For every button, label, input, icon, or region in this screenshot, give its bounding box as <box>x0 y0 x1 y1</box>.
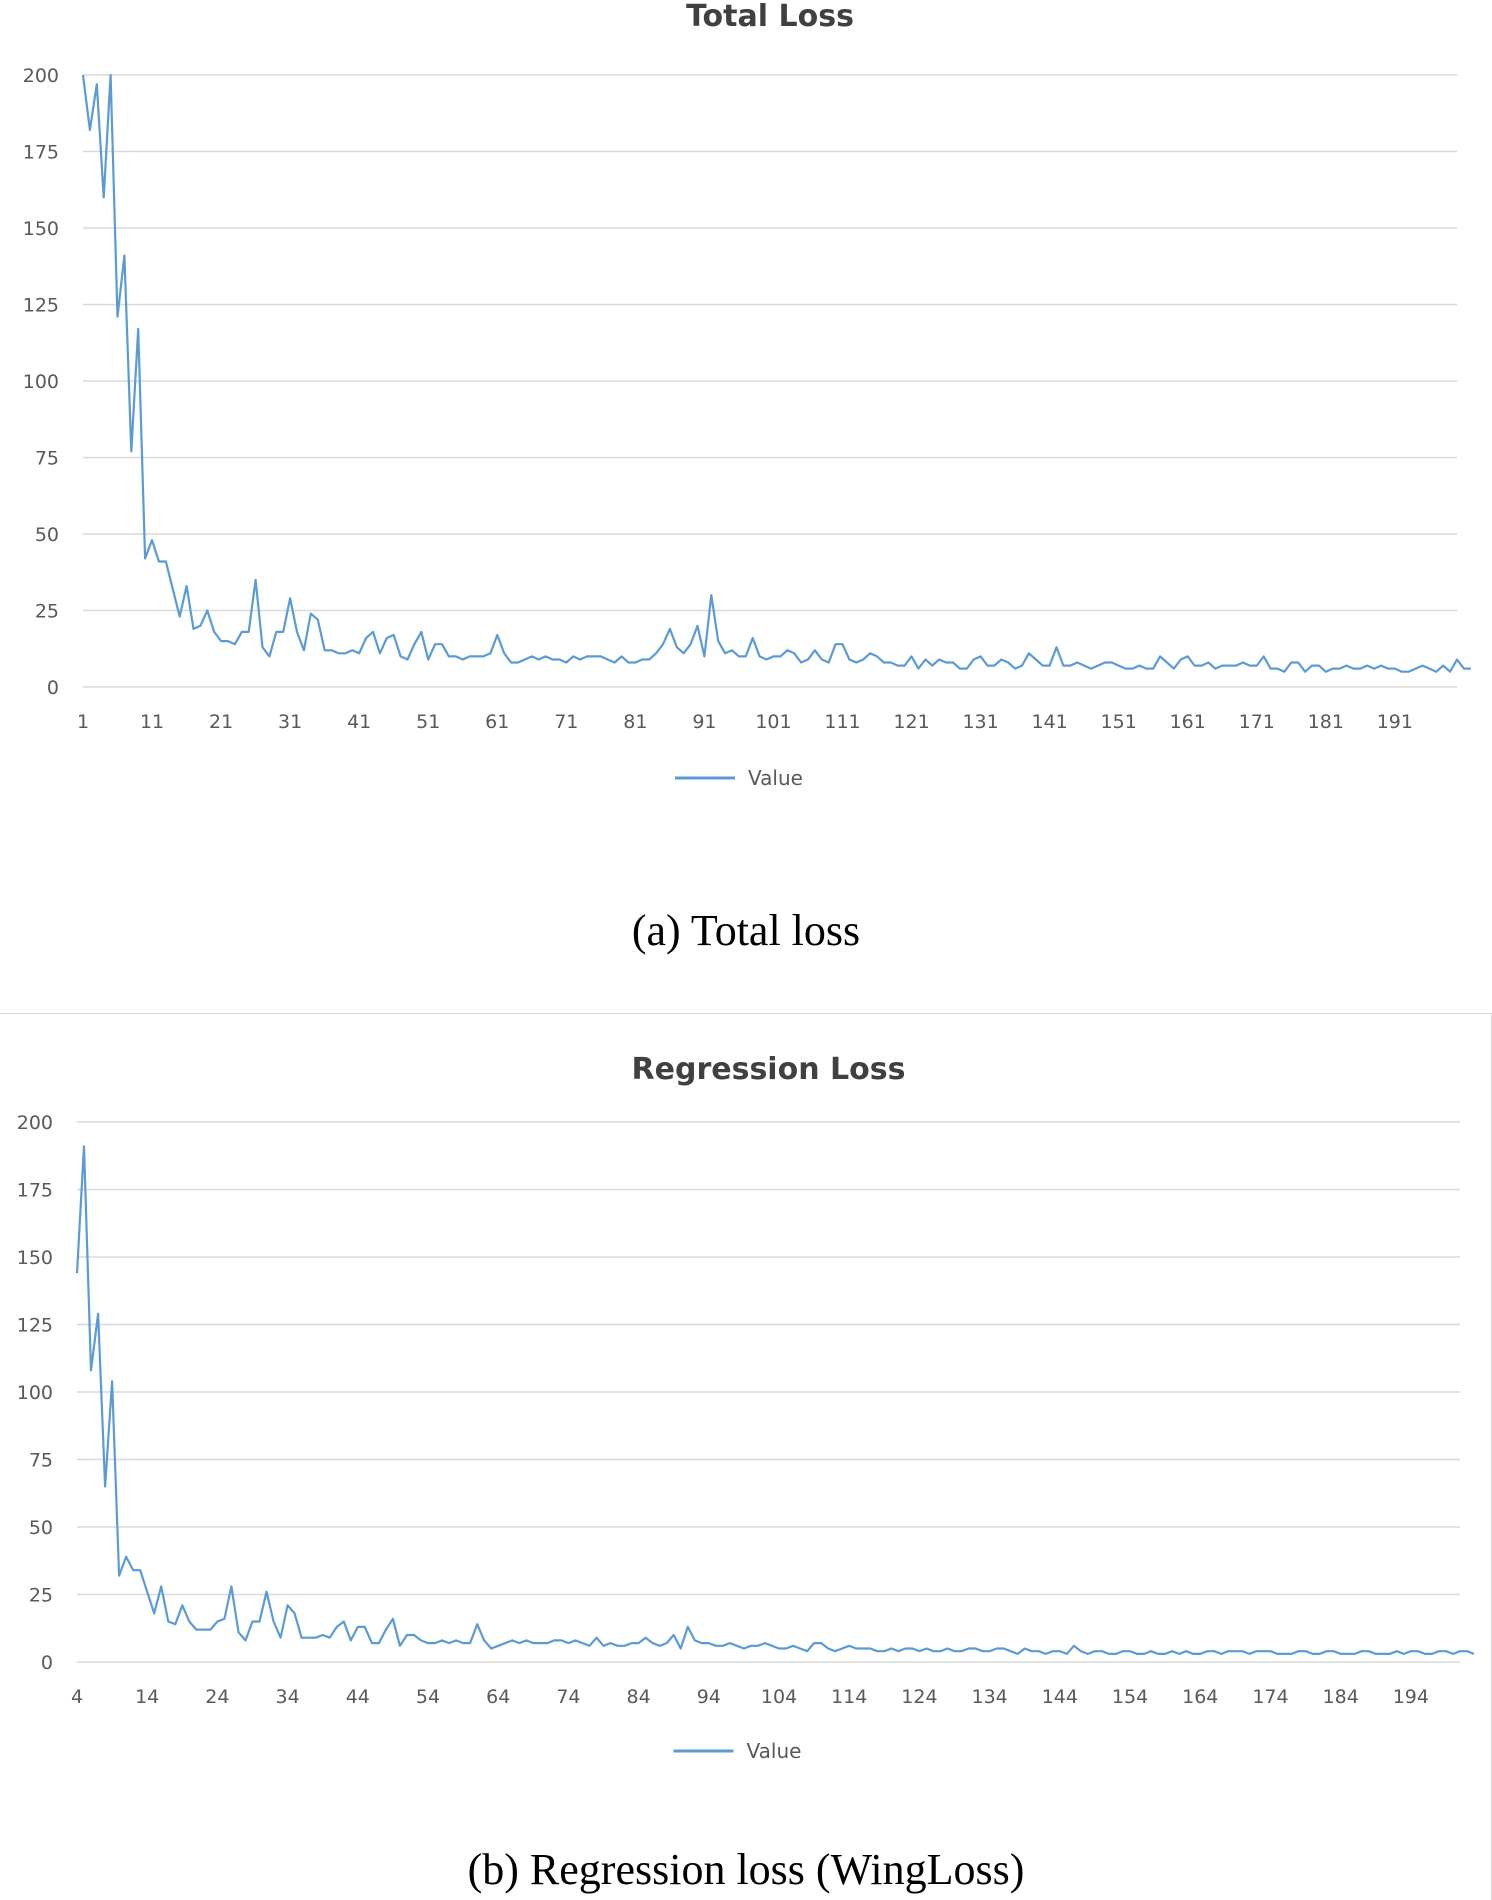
y-tick-label: 50 <box>29 1517 53 1539</box>
legend-label: Value <box>748 766 803 790</box>
x-tick-label: 91 <box>692 711 716 733</box>
x-tick-label: 114 <box>831 1686 867 1708</box>
x-tick-label: 184 <box>1323 1686 1359 1708</box>
y-tick-label: 0 <box>47 677 59 699</box>
x-tick-label: 131 <box>962 711 998 733</box>
x-tick-label: 141 <box>1032 711 1068 733</box>
y-tick-label: 25 <box>35 601 59 623</box>
regression-loss-chart: Regression Loss 0 25 50 75 100 125 150 175 200 4 14… <box>17 1052 1475 1763</box>
y-tick-label: 75 <box>29 1450 53 1472</box>
caption-regression-loss: (b) Regression loss (WingLoss) <box>467 1845 1025 1894</box>
y-tick-label: 0 <box>41 1652 53 1674</box>
x-tick-label: 181 <box>1308 711 1344 733</box>
x-tick-label: 154 <box>1112 1686 1148 1708</box>
x-tick-label: 24 <box>205 1686 229 1708</box>
x-tick-label: 14 <box>135 1686 159 1708</box>
x-tick-label: 64 <box>486 1686 510 1708</box>
caption-total-loss: (a) Total loss <box>631 906 861 955</box>
x-tick-label: 104 <box>761 1686 797 1708</box>
y-tick-label: 25 <box>29 1585 53 1607</box>
y-tick-label: 75 <box>35 448 59 470</box>
y-tick-label: 125 <box>23 295 59 317</box>
y-tick-label: 200 <box>23 65 59 87</box>
x-tick-label: 174 <box>1252 1686 1288 1708</box>
y-tick-label: 50 <box>35 524 59 546</box>
y-tick-label: 125 <box>17 1315 53 1337</box>
regression-loss-panel: Regression Loss 0 25 50 75 100 125 150 175 200 4 14… <box>0 1013 1492 1900</box>
x-tick-label: 4 <box>71 1686 83 1708</box>
y-tick-label: 200 <box>17 1112 53 1134</box>
x-tick-label: 71 <box>554 711 578 733</box>
x-tick-label: 144 <box>1042 1686 1078 1708</box>
x-tick-label: 21 <box>209 711 233 733</box>
y-tick-label: 150 <box>23 218 59 240</box>
x-tick-label: 74 <box>556 1686 580 1708</box>
x-tick-label: 51 <box>416 711 440 733</box>
x-tick-label: 94 <box>697 1686 721 1708</box>
y-tick-label: 100 <box>17 1382 53 1404</box>
legend-label: Value <box>747 1739 802 1763</box>
x-tick-label: 161 <box>1170 711 1206 733</box>
x-tick-label: 194 <box>1393 1686 1429 1708</box>
total-loss-panel: Total Loss 0 25 50 75 100 125 150 175 200 1 11 21 31 4… <box>23 0 1471 955</box>
x-tick-label: 101 <box>755 711 791 733</box>
series-line-value <box>75 1145 1475 1656</box>
y-tick-label: 150 <box>17 1247 53 1269</box>
y-tick-label: 175 <box>17 1180 53 1202</box>
x-tick-label: 31 <box>278 711 302 733</box>
y-tick-label: 175 <box>23 142 59 164</box>
x-tick-label: 164 <box>1182 1686 1218 1708</box>
x-tick-label: 81 <box>623 711 647 733</box>
y-tick-label: 100 <box>23 371 59 393</box>
x-tick-label: 134 <box>972 1686 1008 1708</box>
x-tick-label: 124 <box>901 1686 937 1708</box>
series-line-value <box>81 73 1471 673</box>
x-tick-label: 54 <box>416 1686 440 1708</box>
x-tick-label: 41 <box>347 711 371 733</box>
x-tick-label: 111 <box>824 711 860 733</box>
chart-title: Regression Loss <box>632 1052 906 1087</box>
x-tick-label: 44 <box>346 1686 370 1708</box>
x-tick-label: 1 <box>77 711 89 733</box>
x-tick-label: 121 <box>893 711 929 733</box>
x-tick-label: 61 <box>485 711 509 733</box>
x-tick-label: 84 <box>627 1686 651 1708</box>
x-tick-label: 171 <box>1239 711 1275 733</box>
x-tick-label: 34 <box>276 1686 300 1708</box>
chart-title: Total Loss <box>686 0 854 34</box>
x-tick-label: 11 <box>140 711 164 733</box>
x-tick-label: 191 <box>1377 711 1413 733</box>
x-tick-label: 151 <box>1101 711 1137 733</box>
